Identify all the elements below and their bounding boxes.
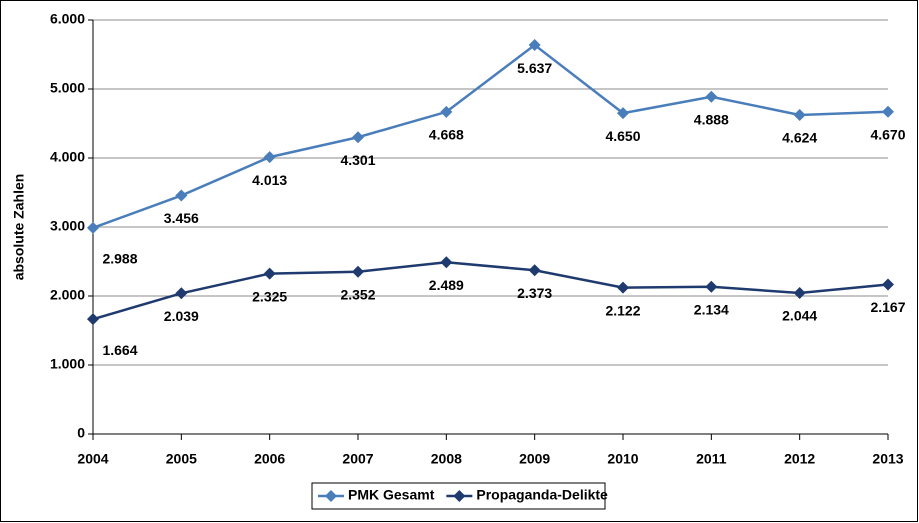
series-line (92, 261, 889, 321)
series-line (92, 43, 889, 230)
point (440, 105, 453, 118)
data-label: 2.325 (252, 288, 287, 304)
data-label: 2.988 (102, 251, 137, 267)
x-tick-label: 2006 (254, 451, 285, 467)
x-tick-label: 2010 (607, 451, 638, 467)
y-axis-label: absolute Zahlen (11, 174, 27, 281)
point (793, 286, 806, 299)
data-label: 4.670 (870, 126, 905, 142)
y-tick-label: 5.000 (50, 80, 85, 96)
point (352, 265, 364, 278)
point (617, 281, 629, 294)
data-label: 4.888 (694, 111, 729, 127)
y-tick-label: 0 (77, 425, 85, 441)
point (175, 287, 188, 300)
point (617, 107, 629, 120)
legend-marker (325, 490, 337, 502)
data-label: 2.044 (782, 308, 817, 324)
point (528, 264, 541, 277)
point (705, 90, 718, 103)
data-label: 4.668 (429, 127, 464, 143)
point (263, 151, 276, 164)
data-label: 4.301 (340, 152, 375, 168)
legend-label: PMK Gesamt (348, 487, 435, 503)
data-label: 5.637 (517, 60, 552, 76)
x-tick-label: 2013 (872, 451, 903, 467)
legend-marker (453, 490, 466, 502)
data-label: 3.456 (164, 210, 199, 226)
data-label: 2.167 (870, 299, 905, 315)
point (440, 256, 453, 269)
x-tick-label: 2009 (519, 451, 550, 467)
y-tick-label: 4.000 (50, 149, 85, 165)
point (263, 267, 276, 280)
data-label: 2.134 (694, 301, 729, 317)
point (882, 105, 894, 118)
data-label: 1.664 (102, 342, 137, 358)
point (793, 108, 806, 121)
point (705, 280, 718, 293)
data-label: 2.122 (605, 302, 640, 318)
data-label: 2.489 (429, 277, 464, 293)
data-label: 2.352 (340, 286, 375, 302)
point (175, 189, 188, 202)
data-label: 4.013 (252, 172, 287, 188)
point (528, 39, 541, 52)
x-tick-label: 2005 (166, 451, 197, 467)
y-tick-label: 1.000 (50, 356, 85, 372)
x-tick-label: 2008 (431, 451, 462, 467)
x-tick-label: 2007 (342, 451, 373, 467)
x-tick-label: 2012 (784, 451, 815, 467)
data-label: 2.373 (517, 285, 552, 301)
data-label: 4.650 (605, 128, 640, 144)
point (87, 221, 99, 234)
y-tick-label: 6.000 (50, 11, 85, 27)
point (882, 278, 894, 291)
x-tick-label: 2011 (696, 451, 727, 467)
data-label: 4.624 (782, 130, 817, 146)
y-tick-label: 3.000 (50, 218, 85, 234)
x-tick-label: 2004 (77, 451, 108, 467)
point (87, 313, 99, 326)
y-tick-label: 2.000 (50, 287, 85, 303)
legend-label: Propaganda-Delikte (476, 487, 608, 503)
data-label: 2.039 (164, 308, 199, 324)
point (352, 131, 364, 144)
